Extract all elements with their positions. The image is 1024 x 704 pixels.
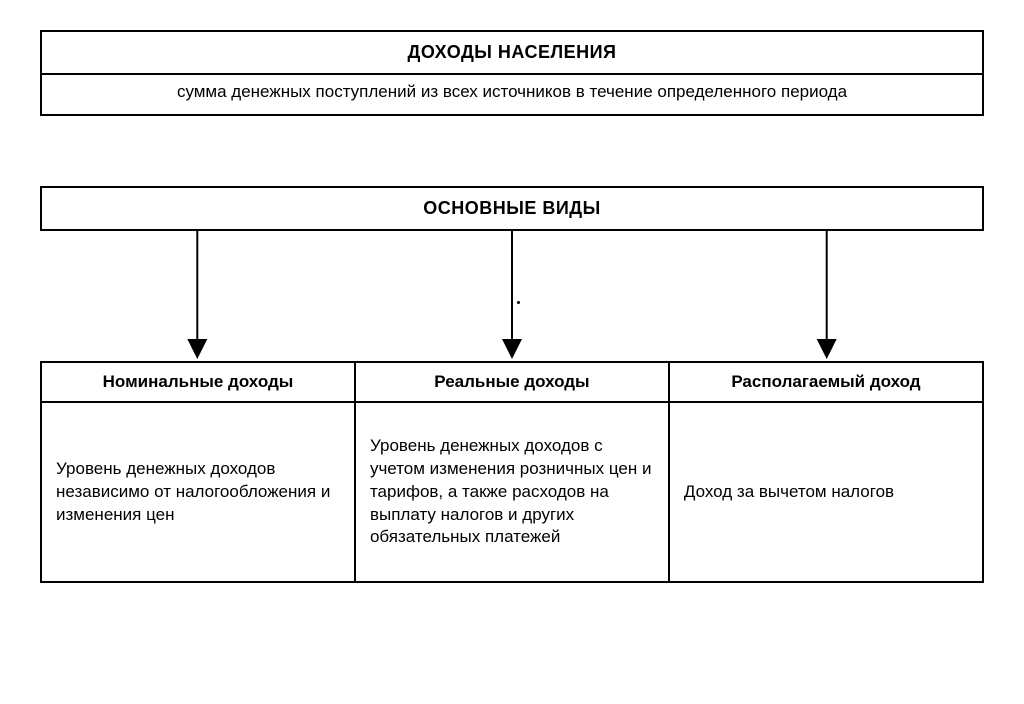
types-header: ОСНОВНЫЕ ВИДЫ: [40, 186, 984, 231]
income-header-block: ДОХОДЫ НАСЕЛЕНИЯ сумма денежных поступле…: [40, 30, 984, 116]
col-body-real: Уровень денежных доходов с учетом измене…: [355, 402, 669, 582]
col-header-nominal: Номинальные доходы: [41, 362, 355, 402]
stray-dot: [517, 301, 520, 304]
arrow-zone: [40, 231, 984, 361]
col-body-disposable: Доход за вычетом налогов: [669, 402, 983, 582]
income-title: ДОХОДЫ НАСЕЛЕНИЯ: [42, 32, 982, 75]
table-row: Уровень денежных доходов независимо от н…: [41, 402, 983, 582]
col-body-nominal: Уровень денежных доходов независимо от н…: [41, 402, 355, 582]
col-header-disposable: Располагаемый доход: [669, 362, 983, 402]
table-row: Номинальные доходы Реальные доходы Распо…: [41, 362, 983, 402]
arrows-svg: [40, 231, 984, 361]
types-table: Номинальные доходы Реальные доходы Распо…: [40, 361, 984, 583]
income-description: сумма денежных поступлений из всех источ…: [42, 75, 982, 114]
spacer: [40, 116, 984, 186]
col-header-real: Реальные доходы: [355, 362, 669, 402]
